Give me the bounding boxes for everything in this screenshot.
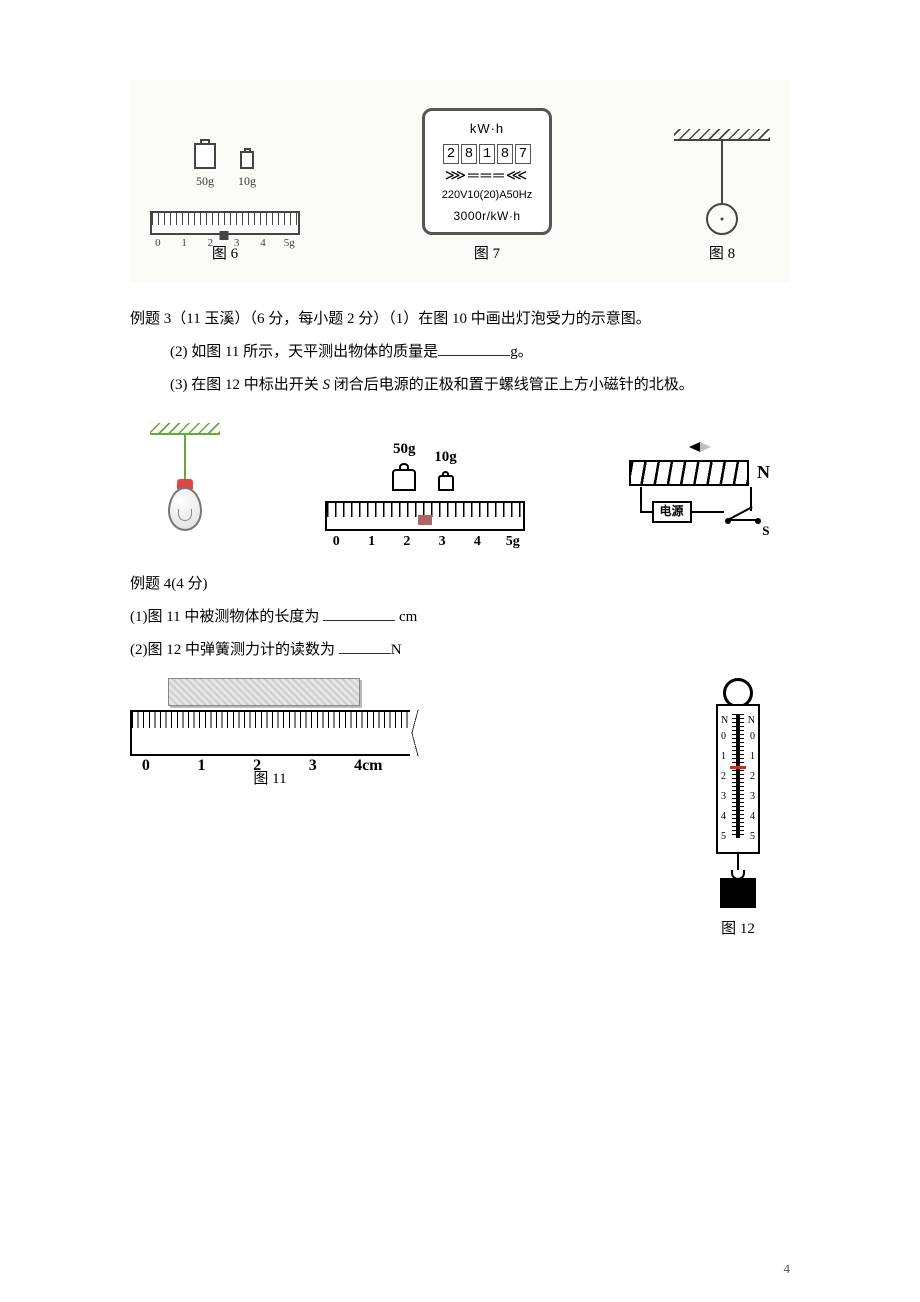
bulb-icon [168, 487, 202, 531]
blank-mass [438, 355, 510, 356]
figure-6: 50g 10g 0 1 2 3 4 5g [150, 139, 300, 268]
ceiling-hatch-icon [150, 423, 220, 435]
figure-12-caption: 图 12 [721, 916, 755, 943]
switch-letter: S [323, 377, 331, 393]
weight-label-50g: 50g [196, 171, 214, 193]
solenoid-coil-icon [629, 460, 749, 486]
balance-scale: 0 1 2 3 4 5g [325, 501, 525, 531]
figure-7: kW·h 2 8 1 8 7 ⋙═══⋘ 220V10(20)A50Hz 300… [422, 108, 552, 268]
blank-length [323, 620, 395, 621]
figure-row-lower: 0 1 2 3 4cm 图 11 N N 0 0 1 1 2 [130, 678, 790, 943]
page-number: 4 [784, 1257, 791, 1280]
meter-unit: kW·h [470, 117, 504, 140]
figure-7-caption: 图 7 [474, 241, 500, 268]
question-4-part2: (2)图 12 中弹簧测力计的读数为 N [130, 637, 790, 664]
figure-solenoid: N 电源 S [629, 442, 770, 530]
weight-label-10g: 10g [238, 171, 256, 193]
electric-meter: kW·h 2 8 1 8 7 ⋙═══⋘ 220V10(20)A50Hz 300… [422, 108, 552, 235]
fig6-slider [219, 231, 228, 240]
document-page: 50g 10g 0 1 2 3 4 5g [0, 0, 920, 1302]
question-3-part2: (2) 如图 11 所示，天平测出物体的质量是g。 [130, 339, 790, 366]
compass-icon [689, 442, 711, 452]
meter-spec-1: 220V10(20)A50Hz [442, 186, 533, 206]
spring-scale-body: N N 0 0 1 1 2 2 3 3 4 4 5 5 [716, 704, 760, 854]
blank-force [339, 653, 391, 654]
question-3-stem: 例题 3（11 玉溪）（6 分，每小题 2 分）（1）在图 10 中画出灯泡受力… [130, 306, 790, 333]
figure-8-caption: 图 8 [709, 241, 735, 268]
question-4-stem: 例题 4(4 分) [130, 571, 790, 598]
figure-11: 0 1 2 3 4cm 图 11 [130, 678, 410, 793]
ceiling-hatch-icon [674, 129, 770, 141]
figure-8: 图 8 [674, 129, 770, 268]
figure-12: N N 0 0 1 1 2 2 3 3 4 4 5 5 图 12 [716, 678, 760, 943]
string-icon [184, 435, 186, 479]
question-4-part1: (1)图 11 中被测物体的长度为 cm [130, 604, 790, 631]
question-3-part3: (3) 在图 12 中标出开关 S 闭合后电源的正极和置于螺线管正上方小磁针的北… [130, 372, 790, 399]
string-icon [721, 141, 723, 203]
meter-disk: ⋙═══⋘ [445, 168, 530, 183]
figure-row-top: 50g 10g 0 1 2 3 4 5g [130, 80, 790, 282]
meter-spec-2: 3000r/kW·h [453, 206, 520, 228]
switch-label: S [762, 519, 769, 542]
spring-scale-pointer [730, 766, 746, 769]
meter-digits: 2 8 1 8 7 [443, 144, 531, 164]
balance-slider [418, 515, 432, 525]
spring-scale-hook-icon [737, 854, 739, 870]
ball-icon [706, 203, 738, 235]
figure-bulb [150, 423, 220, 531]
solenoid-circuit: 电源 S [634, 487, 766, 531]
fig6-scale: 0 1 2 3 4 5g [150, 211, 300, 235]
ruler: 0 1 2 3 4cm [130, 710, 410, 756]
weight-label-50g: 50g [393, 436, 416, 463]
weight-label-10g: 10g [434, 444, 457, 471]
power-supply: 电源 [652, 501, 692, 523]
figure-balance: 50g 10g 0 1 2 3 4 5g [325, 436, 525, 531]
figure-row-mid: 50g 10g 0 1 2 3 4 5g [130, 423, 790, 531]
north-label: N [757, 456, 770, 488]
measured-object [168, 678, 360, 706]
hanging-mass-icon [720, 878, 756, 908]
fig6-weights: 50g 10g [194, 139, 256, 193]
switch-icon [728, 501, 758, 521]
